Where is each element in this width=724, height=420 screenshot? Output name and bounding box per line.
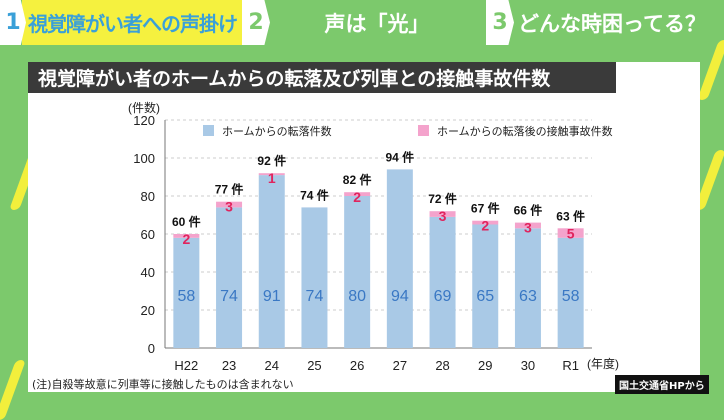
bar-value-accidents: 2 [182,231,190,247]
tab-3-number: 3 [486,0,514,45]
bar-falls [386,169,413,348]
tab-bar: 視覚障がい者への声掛け 1 2 声は「光」 3 どんな時困ってる？ [0,0,724,45]
bar-value-falls: 58 [177,288,195,305]
bar-total-label: 82 件 [343,172,372,187]
panel-corner [616,62,700,93]
legend-swatch-falls [203,125,214,136]
bar-falls [173,237,200,348]
bar-total-label: 94 件 [386,149,415,164]
bar-value-accidents: 3 [439,208,447,224]
bar-value-falls: 58 [562,288,580,305]
bar-accidents [344,192,371,196]
bar-total-label: 63 件 [556,208,585,223]
legend-swatch-accidents [418,125,429,136]
x-tick-label: R1 [562,358,579,373]
bar-total-label: 67 件 [471,201,500,216]
x-tick-label: 30 [521,358,535,373]
bar-chart: 0 20 40 60 80 100 120(件数) (年度) ホームからの転落件数 ホームからの転… [128,100,619,373]
y-tick-label: 80 [141,189,155,204]
bar-falls [216,207,243,348]
footnote: (注)自殺等故意に列車等に接触したものは含まれない [32,378,294,391]
bar-falls [258,175,285,348]
tab-1-label: 視覚障がい者への声掛け [28,12,238,36]
bar-value-falls: 69 [434,288,452,305]
y-tick-label: 60 [141,227,155,242]
bar-total-label: 92 件 [257,153,286,168]
y-tick-label: 0 [148,341,155,356]
bar-total-label: 60 件 [172,214,201,229]
tab-1[interactable]: 視覚障がい者への声掛け [22,0,244,45]
legend-label-accidents: ホームからの転落後の接触事故件数 [437,124,613,138]
x-tick-label: 26 [350,358,364,373]
bar-value-accidents: 2 [353,189,361,205]
y-axis-label: (件数) [128,100,160,115]
tab-2-number: 2 [242,0,270,45]
bar-accidents [557,228,584,238]
y-tick-label: 120 [133,113,155,128]
source-label: 国土交通省HPから [615,375,709,394]
bar-value-falls: 91 [263,288,281,305]
x-tick-label: 28 [435,358,449,373]
bar-value-falls: 94 [391,288,409,305]
bar-total-label: 66 件 [514,203,543,218]
bar-value-accidents: 5 [567,225,575,241]
tab-1-number: 1 [0,0,26,45]
bar-falls [472,224,499,348]
bar-value-falls: 80 [348,288,366,305]
bar-falls [344,196,371,348]
bar-value-falls: 65 [476,288,494,305]
y-tick-label: 20 [141,303,155,318]
bar-value-accidents: 2 [481,218,489,234]
x-axis-label: (年度) [587,356,619,371]
bar-accidents [514,222,541,229]
bar-total-label: 77 件 [215,182,244,197]
bar-falls [429,216,456,348]
x-tick-label: 27 [393,358,407,373]
bar-value-falls: 63 [519,288,537,305]
tab-2-label: 声は「光」 [324,11,430,36]
chart-title: 視覚障がい者のホームからの転落及び列車との接触事故件数 [28,62,616,93]
x-tick-label: H22 [174,358,198,373]
tab-2[interactable]: 声は「光」 [272,0,482,45]
x-tick-label: 23 [222,358,236,373]
tab-3-label: どんな時困ってる？ [518,11,706,36]
x-tick-label: 25 [307,358,321,373]
bar-value-falls: 74 [306,288,324,305]
bar-total-label: 72 件 [428,191,457,206]
x-tick-label: 24 [265,358,279,373]
bar-value-accidents: 1 [268,170,276,186]
bar-value-accidents: 3 [524,220,532,236]
bar-total-label: 74 件 [300,187,329,202]
y-tick-label: 40 [141,265,155,280]
bar-falls [301,207,328,348]
bar-accidents [216,201,243,208]
legend-label-falls: ホームからの転落件数 [222,125,332,138]
bar-accidents [173,234,200,238]
bar-value-accidents: 3 [225,199,233,215]
bar-accidents [429,211,456,217]
tab-3[interactable]: どんな時困ってる？ [518,0,724,45]
bar-falls [514,228,541,348]
y-tick-label: 100 [133,151,155,166]
bar-accidents [472,220,499,225]
x-tick-label: 29 [478,358,492,373]
bar-falls [557,237,584,348]
bar-accidents [258,173,285,176]
bar-value-falls: 74 [220,288,238,305]
